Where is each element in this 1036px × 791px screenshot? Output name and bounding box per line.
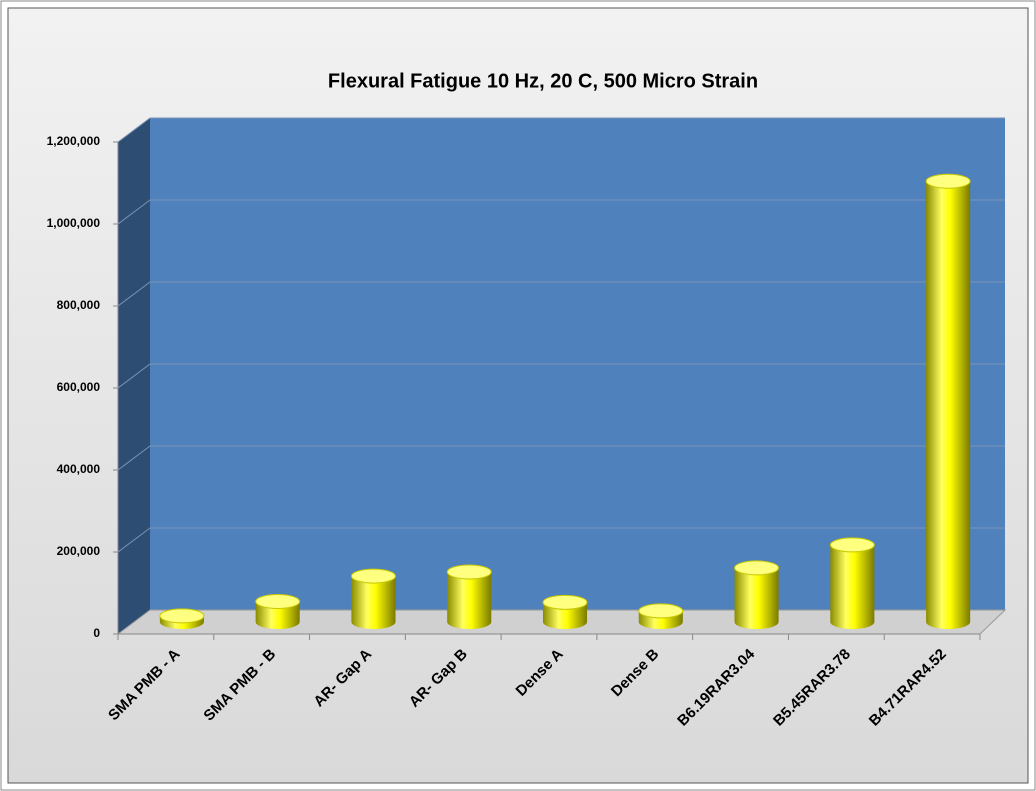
bar (447, 571, 492, 629)
y-tick-label: 200,000 (57, 544, 101, 558)
y-tick-label: 0 (93, 626, 100, 640)
y-tick-label: 800,000 (57, 298, 101, 312)
bar-top (925, 173, 971, 189)
grid-line (117, 117, 151, 143)
y-tick-label: 400,000 (57, 462, 101, 476)
bar-top (542, 594, 588, 610)
bar (351, 576, 396, 629)
y-tick-label: 1,000,000 (47, 216, 101, 230)
bar (926, 181, 971, 629)
bar-top (638, 603, 684, 619)
grid-line (117, 445, 151, 471)
bar-top (446, 564, 492, 580)
bar (734, 567, 779, 629)
y-tick-label: 1,200,000 (47, 134, 101, 148)
grid-line (117, 199, 151, 225)
bar-top (159, 608, 205, 624)
bar (830, 544, 875, 629)
bar (255, 601, 300, 629)
grid-line (117, 281, 151, 307)
chart-title: Flexural Fatigue 10 Hz, 20 C, 500 Micro … (328, 70, 758, 92)
bar-top (734, 560, 780, 576)
grid-line (117, 363, 151, 389)
bar-top (350, 568, 396, 584)
bar-top (255, 594, 301, 609)
y-tick-label: 600,000 (57, 380, 101, 394)
bar-top (829, 537, 875, 553)
grid-line (117, 527, 151, 553)
bar (542, 602, 588, 629)
